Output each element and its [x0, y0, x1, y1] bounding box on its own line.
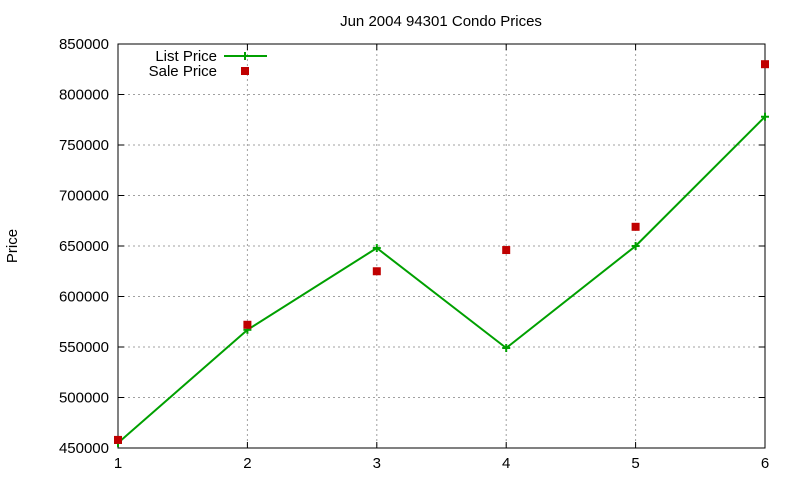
x-tick-label: 6 [761, 455, 769, 472]
plot-frame [117, 43, 766, 449]
legend-entry: List Price [155, 48, 267, 65]
data-point-plus [372, 244, 381, 253]
x-tick-label: 3 [373, 455, 381, 472]
x-tick-label: 1 [114, 455, 122, 472]
data-point-square [114, 435, 122, 444]
legend-plus-marker [241, 52, 249, 60]
y-tick-label: 700000 [59, 188, 109, 205]
y-tick-label: 450000 [59, 440, 109, 457]
data-point-plus [761, 112, 769, 121]
data-point-square [243, 320, 252, 329]
legend-label: Sale Price [149, 63, 217, 80]
y-tick-label: 500000 [59, 390, 109, 407]
x-tick-label: 5 [631, 455, 639, 472]
series-layer [114, 60, 769, 447]
y-tick-label: 750000 [59, 137, 109, 154]
chart-title: Jun 2004 94301 Condo Prices [340, 13, 542, 30]
y-axis-label: Price [4, 229, 21, 263]
data-point-square [502, 246, 511, 255]
y-tick-label: 850000 [59, 36, 109, 53]
y-tick-label: 550000 [59, 339, 109, 356]
x-tick-label: 4 [502, 455, 510, 472]
legend-label: List Price [155, 48, 217, 65]
axis-ticks: 450000 500000 550000 600000 650000 700000 7500… [59, 36, 769, 472]
y-tick-label: 650000 [59, 238, 109, 255]
data-point-square [372, 267, 381, 276]
y-tick-label: 800000 [59, 87, 109, 104]
data-point-plus [631, 242, 640, 250]
data-point-plus [502, 344, 511, 353]
data-point-square [631, 222, 640, 231]
grid-lines [118, 44, 765, 448]
legend-entry: Sale Price [149, 63, 249, 80]
data-point-square [761, 60, 769, 69]
x-tick-label: 2 [243, 455, 251, 472]
series-line [117, 116, 766, 444]
y-tick-label: 600000 [59, 289, 109, 306]
legend-square-marker [241, 67, 249, 75]
